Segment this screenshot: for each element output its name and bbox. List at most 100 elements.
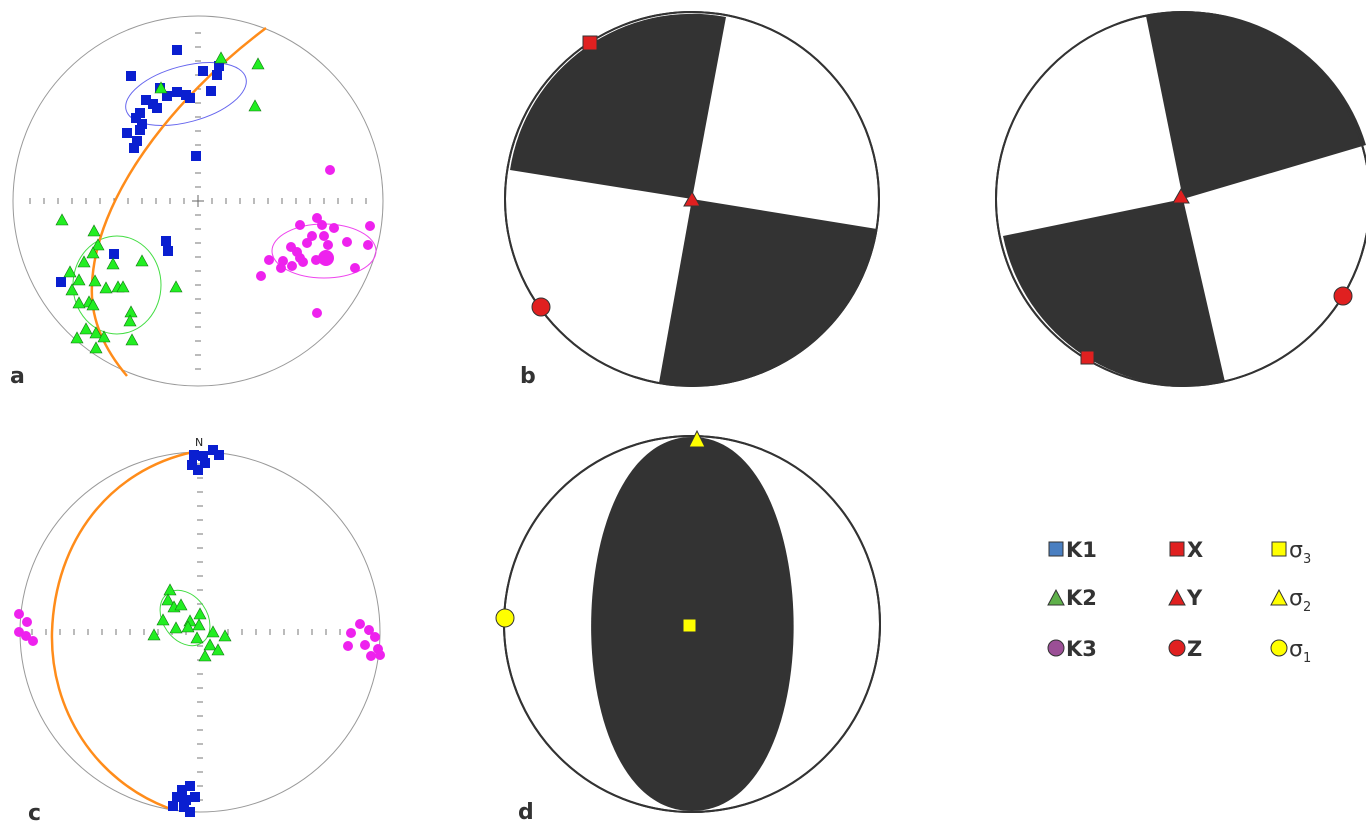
k3-marker: [343, 641, 353, 651]
k3-marker: [370, 632, 380, 642]
k1-marker: [109, 249, 119, 259]
k1-marker: [161, 236, 171, 246]
k2-marker: [79, 322, 93, 335]
sigma3-marker-d: [682, 618, 697, 633]
k1-marker: [193, 465, 203, 475]
k3-marker: [295, 220, 305, 230]
k2-marker: [181, 620, 195, 633]
legend-s3-label: σ3: [1289, 538, 1311, 567]
k3-marker: [363, 240, 373, 250]
k3-marker: [355, 619, 365, 629]
k1-marker: [163, 246, 173, 256]
k3-markers-c: [14, 609, 385, 661]
north-label: N: [195, 436, 203, 449]
k2-marker: [154, 81, 168, 94]
k1-markers-c: [168, 445, 224, 817]
k2-marker: [163, 583, 177, 596]
k2-marker: [192, 618, 206, 631]
panel-label-a: a: [10, 364, 25, 389]
k3-marker: [375, 650, 385, 660]
k2-marker: [211, 643, 225, 656]
k3-marker: [360, 640, 370, 650]
k3-marker: [21, 631, 31, 641]
k3-marker: [365, 221, 375, 231]
panel-label-d: d: [518, 800, 534, 822]
k2-marker: [86, 246, 100, 259]
k1-marker: [190, 792, 200, 802]
legend-s3-sigma: σ: [1289, 538, 1303, 563]
k1-marker: [135, 125, 145, 135]
k1-marker: [132, 136, 142, 146]
k1-marker: [162, 91, 172, 101]
k2-marker: [174, 598, 188, 611]
sigma2-marker-d: [688, 429, 706, 448]
legend-s3-swatch: [1271, 541, 1287, 557]
k3-marker: [28, 636, 38, 646]
k1-marker: [177, 785, 187, 795]
k3-marker: [276, 263, 286, 273]
beachball-b-dark-quadrant-upper: [510, 13, 726, 200]
k2-marker: [135, 254, 149, 267]
k1-marker: [168, 801, 178, 811]
k3-marker: [312, 308, 322, 318]
k1-marker: [172, 87, 182, 97]
stereonet-c: N c: [14, 436, 385, 822]
k2-marker: [125, 333, 139, 346]
k3-marker: [298, 257, 308, 267]
y-axis-marker-b: [683, 190, 701, 207]
k3-marker: [329, 223, 339, 233]
k3-marker: [312, 213, 322, 223]
k2-marker: [86, 298, 100, 311]
sigma1-marker-d: [495, 608, 515, 628]
k1-marker: [208, 445, 218, 455]
k2-marker: [251, 57, 265, 70]
k1-marker: [214, 450, 224, 460]
z-axis-marker-b: [531, 297, 551, 317]
legend-z-swatch: [1168, 639, 1186, 657]
k3-marker: [287, 261, 297, 271]
k2-marker: [89, 341, 103, 354]
k1-marker: [200, 458, 210, 468]
k1-marker: [185, 781, 195, 791]
legend-k2-label: K2: [1066, 586, 1097, 610]
beachball-b-right: [995, 11, 1366, 387]
beachball-b-outline-stroke: [504, 11, 880, 387]
k2-marker: [169, 621, 183, 634]
k1-marker: [152, 103, 162, 113]
k1-marker: [189, 450, 199, 460]
k2-marker: [161, 593, 175, 606]
k2-markers-c: [147, 583, 232, 662]
k1-marker: [181, 795, 191, 805]
k2-marker: [106, 257, 120, 270]
legend-s2-swatch: [1270, 588, 1288, 606]
k3-marker: [318, 250, 334, 266]
legend-k2-swatch: [1047, 588, 1065, 606]
k1-confidence-ellipse: [125, 62, 247, 126]
legend-s2-sub: 2: [1303, 600, 1311, 615]
k3-marker: [264, 255, 274, 265]
k2-marker: [55, 213, 69, 226]
legend: K1 K2 K3 X Y Z σ3 σ2 σ1: [1047, 538, 1311, 666]
k2-marker: [156, 613, 170, 626]
panel-label-c: c: [28, 801, 41, 822]
k2-marker: [77, 255, 91, 268]
k2-marker: [72, 296, 86, 309]
k3-marker: [319, 231, 329, 241]
k1-marker: [187, 460, 197, 470]
k3-marker: [325, 165, 335, 175]
beachball-right-dark-quadrant-upper: [1146, 11, 1366, 199]
k2-marker: [248, 99, 262, 112]
stereonet-a: a: [10, 15, 384, 389]
beachball-b-dark-quadrant-lower: [659, 199, 877, 387]
k2-marker: [97, 330, 111, 343]
k2-marker: [89, 326, 103, 339]
k2-marker: [88, 274, 102, 287]
k2-marker: [63, 265, 77, 278]
k3-marker: [366, 651, 376, 661]
k3-marker: [350, 263, 360, 273]
k2-marker: [203, 638, 217, 651]
k1-marker: [56, 277, 66, 287]
k1-marker: [212, 70, 222, 80]
k3-marker: [22, 617, 32, 627]
k2-marker: [147, 628, 161, 641]
